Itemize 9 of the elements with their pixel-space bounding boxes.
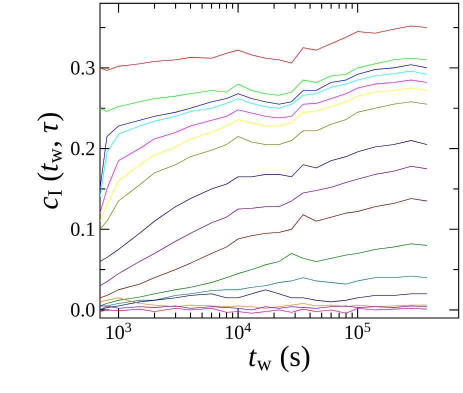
y-axis-title: c$_{I}$ (t$_{w}$, τ) xyxy=(37,113,64,209)
y-tick-label: 0.3 xyxy=(71,61,95,75)
x-tick-label: 10$^{4}$ xyxy=(226,322,252,340)
y-tick-label: 0.1 xyxy=(71,222,94,236)
y-tick-label: 0.2 xyxy=(71,142,94,156)
x-axis-title: t$_{w}$ (s) xyxy=(249,346,310,372)
y-tick-label: 0.0 xyxy=(71,303,95,317)
x-tick-label: 10$^{3}$ xyxy=(106,322,132,340)
x-tick-label: 10$^{5}$ xyxy=(346,322,370,340)
